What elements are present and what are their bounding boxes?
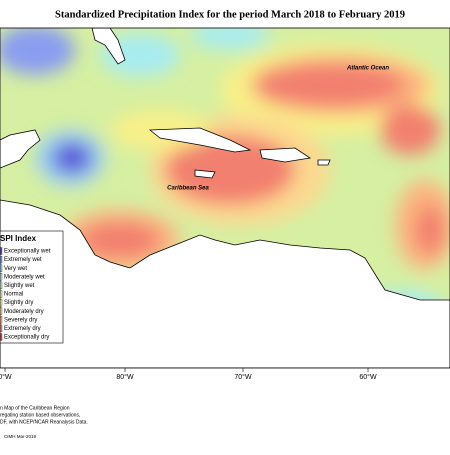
land [0,28,450,368]
longitude-label: 70°W [234,373,252,381]
legend-label: Normal [4,292,23,298]
footer-line: regating station based observations, [0,412,80,418]
legend-label: Very wet [4,266,27,272]
legend-label: Slightly wet [4,283,35,289]
longitude-label: 60°W [359,373,377,381]
longitude-label: 0°W [0,373,12,381]
legend-swatch [0,290,3,298]
ocean-label: Atlantic Ocean [346,66,389,72]
map-frame [0,27,450,369]
legend-label: Exceptionally wet [4,249,51,255]
legend-swatch [0,264,3,272]
title: Standardized Precipitation Index for the… [55,9,405,20]
legend-label: Moderately dry [4,309,44,315]
legend: SPI Index Exceptionally wet Extremely wet… [0,230,64,344]
footer-line: DF, with NCEP/NCAR Reanalysis Data. [0,419,88,425]
legend-swatch [0,281,3,290]
legend-swatch [0,333,3,341]
spi-map: Atlantic Ocean Caribbean Sea SPI Index E… [0,28,450,368]
legend-swatch [0,247,3,255]
legend-title: SPI Index [0,234,37,243]
sea-label: Caribbean Sea [167,186,209,192]
longitude-axis: 0°W 80°W 70°W 60°W [0,368,377,381]
legend-label: Slightly dry [4,300,33,306]
legend-label: Extremely dry [4,326,41,332]
legend-swatch [0,324,3,333]
legend-swatch [0,307,3,315]
legend-label: Extremely wet [4,257,42,263]
legend-swatch [0,273,3,281]
legend-swatch [0,316,3,324]
legend-swatch [0,298,3,307]
legend-label: Severely dry [4,317,37,323]
legend-label: Moderately wet [4,274,45,280]
legend-swatch [0,255,3,264]
footer-line: n Map of the Caribbean Region [0,405,70,411]
credit: CIMH Mar-2019 [4,434,37,439]
longitude-label: 80°W [116,373,134,381]
legend-label: Exceptionally dry [4,335,49,341]
